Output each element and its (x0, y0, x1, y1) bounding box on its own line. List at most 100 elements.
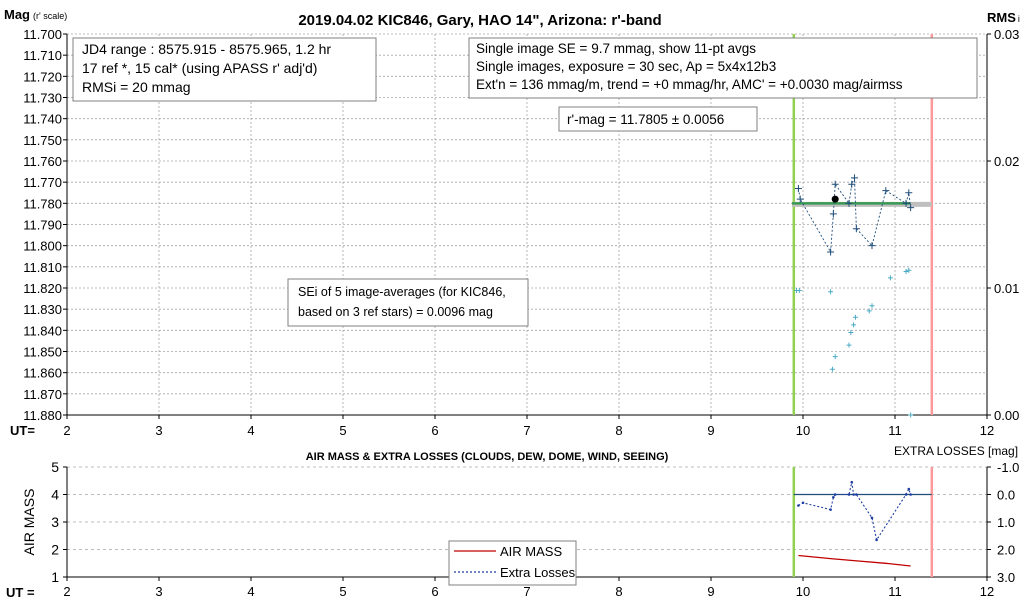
mean-point (831, 195, 839, 203)
top-x-tick-label: 4 (247, 423, 254, 438)
magnitude-point (907, 204, 915, 212)
rmag-box: r'-mag = 11.7805 ± 0.0056 (558, 106, 758, 132)
bottom-x-tick-label: 6 (431, 584, 438, 599)
top-y-tick-label: 11.750 (23, 133, 62, 148)
rms-point (829, 366, 835, 372)
top-y-tick-label: 11.870 (23, 387, 62, 402)
bottom-chart: AIR MASS & EXTRA LOSSES (CLOUDS, DEW, DO… (6, 444, 1019, 600)
top-y2-tick-label: 0.02 (994, 154, 1019, 169)
rms-point (851, 322, 857, 328)
info-box-right: Single image SE = 9.7 mmag, show 11-pt a… (468, 37, 978, 99)
rms-point (906, 267, 912, 273)
extra-losses-point (907, 487, 911, 491)
magnitude-point (882, 187, 890, 195)
rms-point (846, 342, 852, 348)
bottom-y2-tick-label: -1.0 (997, 460, 1019, 475)
top-y-tick-label: 11.860 (23, 366, 62, 381)
top-ylabel-sub: (r' scale) (33, 11, 67, 21)
bottom-x-tick-label: 12 (980, 584, 994, 599)
magnitude-point (794, 185, 802, 193)
bottom-x-tick-label: 2 (63, 584, 70, 599)
extra-losses-point (870, 516, 874, 520)
bottom-x-tick-label: 8 (615, 584, 622, 599)
magnitude-point (848, 180, 856, 188)
rmag-value: r'-mag = 11.7805 ± 0.0056 (567, 112, 724, 127)
magnitude-point (831, 180, 839, 188)
top-xlabel: UT= (10, 423, 35, 438)
top-ylabel-main: Mag (4, 7, 30, 22)
extra-losses-point (852, 493, 855, 496)
bottom-ylabel: AIR MASS (21, 489, 37, 556)
bottom-x-tick-label: 9 (707, 584, 714, 599)
extra-losses-point (833, 493, 837, 496)
top-y-tick-label: 11.790 (23, 218, 62, 233)
magnitude-point (852, 225, 860, 233)
top-y2-tick-label: 0.00 (994, 408, 1019, 423)
rms-point (796, 288, 802, 294)
bottom-y2-tick-label: 3.0 (997, 570, 1015, 585)
bottom-y2-tick-label: 1.0 (997, 515, 1015, 530)
top-y-tick-label: 11.770 (23, 175, 62, 190)
top-y2-tick-label: 0.01 (994, 281, 1019, 296)
top-x-tick-label: 6 (431, 423, 438, 438)
sei-box: SEi of 5 image-averages (for KIC846, bas… (287, 278, 529, 327)
rms-point (869, 303, 875, 309)
top-y-tick-label: 11.810 (23, 260, 62, 275)
top-y-tick-label: 11.880 (23, 408, 62, 423)
top-x-tick-label: 12 (980, 423, 994, 438)
magnitude-point (902, 199, 910, 207)
top-chart-title: 2019.04.02 KIC846, Gary, HAO 14", Arizon… (298, 12, 661, 29)
bottom-legend: AIR MASS Extra Losses (448, 540, 577, 586)
legend-airmass-label: AIR MASS (500, 544, 562, 559)
bottom-vertical-lines (792, 467, 934, 577)
top-y2-tick-label: 0.03 (994, 27, 1019, 42)
extra-losses-point (904, 493, 908, 496)
legend-extra-losses-label: Extra Losses (500, 565, 576, 580)
top-y-tick-label: 11.760 (23, 154, 62, 169)
rms-point (828, 289, 834, 295)
top-chart: 2019.04.02 KIC846, Gary, HAO 14", Arizon… (4, 7, 1020, 438)
bottom-x-tick-label: 7 (523, 584, 530, 599)
extra-losses-point (829, 508, 832, 511)
top-x-tick-label: 10 (796, 423, 810, 438)
top-y2label-sub: i (1018, 14, 1020, 24)
magnitude-point (829, 210, 837, 218)
bottom-x-tick-label: 5 (339, 584, 346, 599)
magnitude-point (905, 189, 913, 197)
extra-losses-point (875, 538, 878, 542)
top-ylabel: Mag (r' scale) (4, 7, 67, 22)
rms-point (887, 275, 893, 281)
rms-point (908, 412, 914, 418)
bottom-series (793, 480, 932, 567)
magnitude-point (868, 242, 876, 250)
top-y-tick-label: 11.700 (23, 27, 62, 42)
rms-point (866, 308, 872, 314)
top-x-tick-label: 3 (155, 423, 162, 438)
bottom-x-ticks: 2 3 4 5 6 7 8 9 10 11 12 (63, 577, 994, 599)
top-y2-ticks: 0.03 0.02 0.01 0.00 (987, 27, 1019, 423)
bottom-y-tick-label: 5 (51, 459, 59, 475)
bottom-y2-ticks: -1.0 0.0 1.0 2.0 3.0 (987, 460, 1019, 585)
top-y-tick-label: 11.780 (23, 196, 62, 211)
info-left-line-3: RMSi = 20 mmag (82, 79, 191, 95)
rms-point (848, 329, 854, 335)
top-x-tick-label: 8 (615, 423, 622, 438)
extra-losses-point (909, 493, 912, 496)
magnitude-point (845, 199, 853, 207)
top-x-tick-label: 7 (523, 423, 530, 438)
top-x-tick-label: 11 (888, 423, 902, 438)
extra-losses-point (855, 493, 858, 496)
magnitude-series-line (797, 177, 912, 254)
top-y2label: RMS i (987, 10, 1020, 25)
bottom-x-tick-label: 4 (247, 584, 254, 599)
extra-losses-point (847, 493, 851, 496)
bottom-y2-tick-label: 2.0 (997, 543, 1015, 558)
top-y2label-main: RMS (987, 10, 1016, 25)
top-y-tick-label: 11.820 (23, 281, 62, 296)
info-left-line-2: 17 ref *, 15 cal* (using APASS r' adj'd) (82, 60, 317, 76)
top-x-tick-label: 9 (707, 423, 714, 438)
info-right-line-2: Single images, exposure = 30 sec, Ap = 5… (476, 59, 776, 74)
sei-line-1: SEi of 5 image-averages (for KIC846, (298, 285, 506, 299)
top-y-tick-label: 11.710 (23, 48, 62, 63)
